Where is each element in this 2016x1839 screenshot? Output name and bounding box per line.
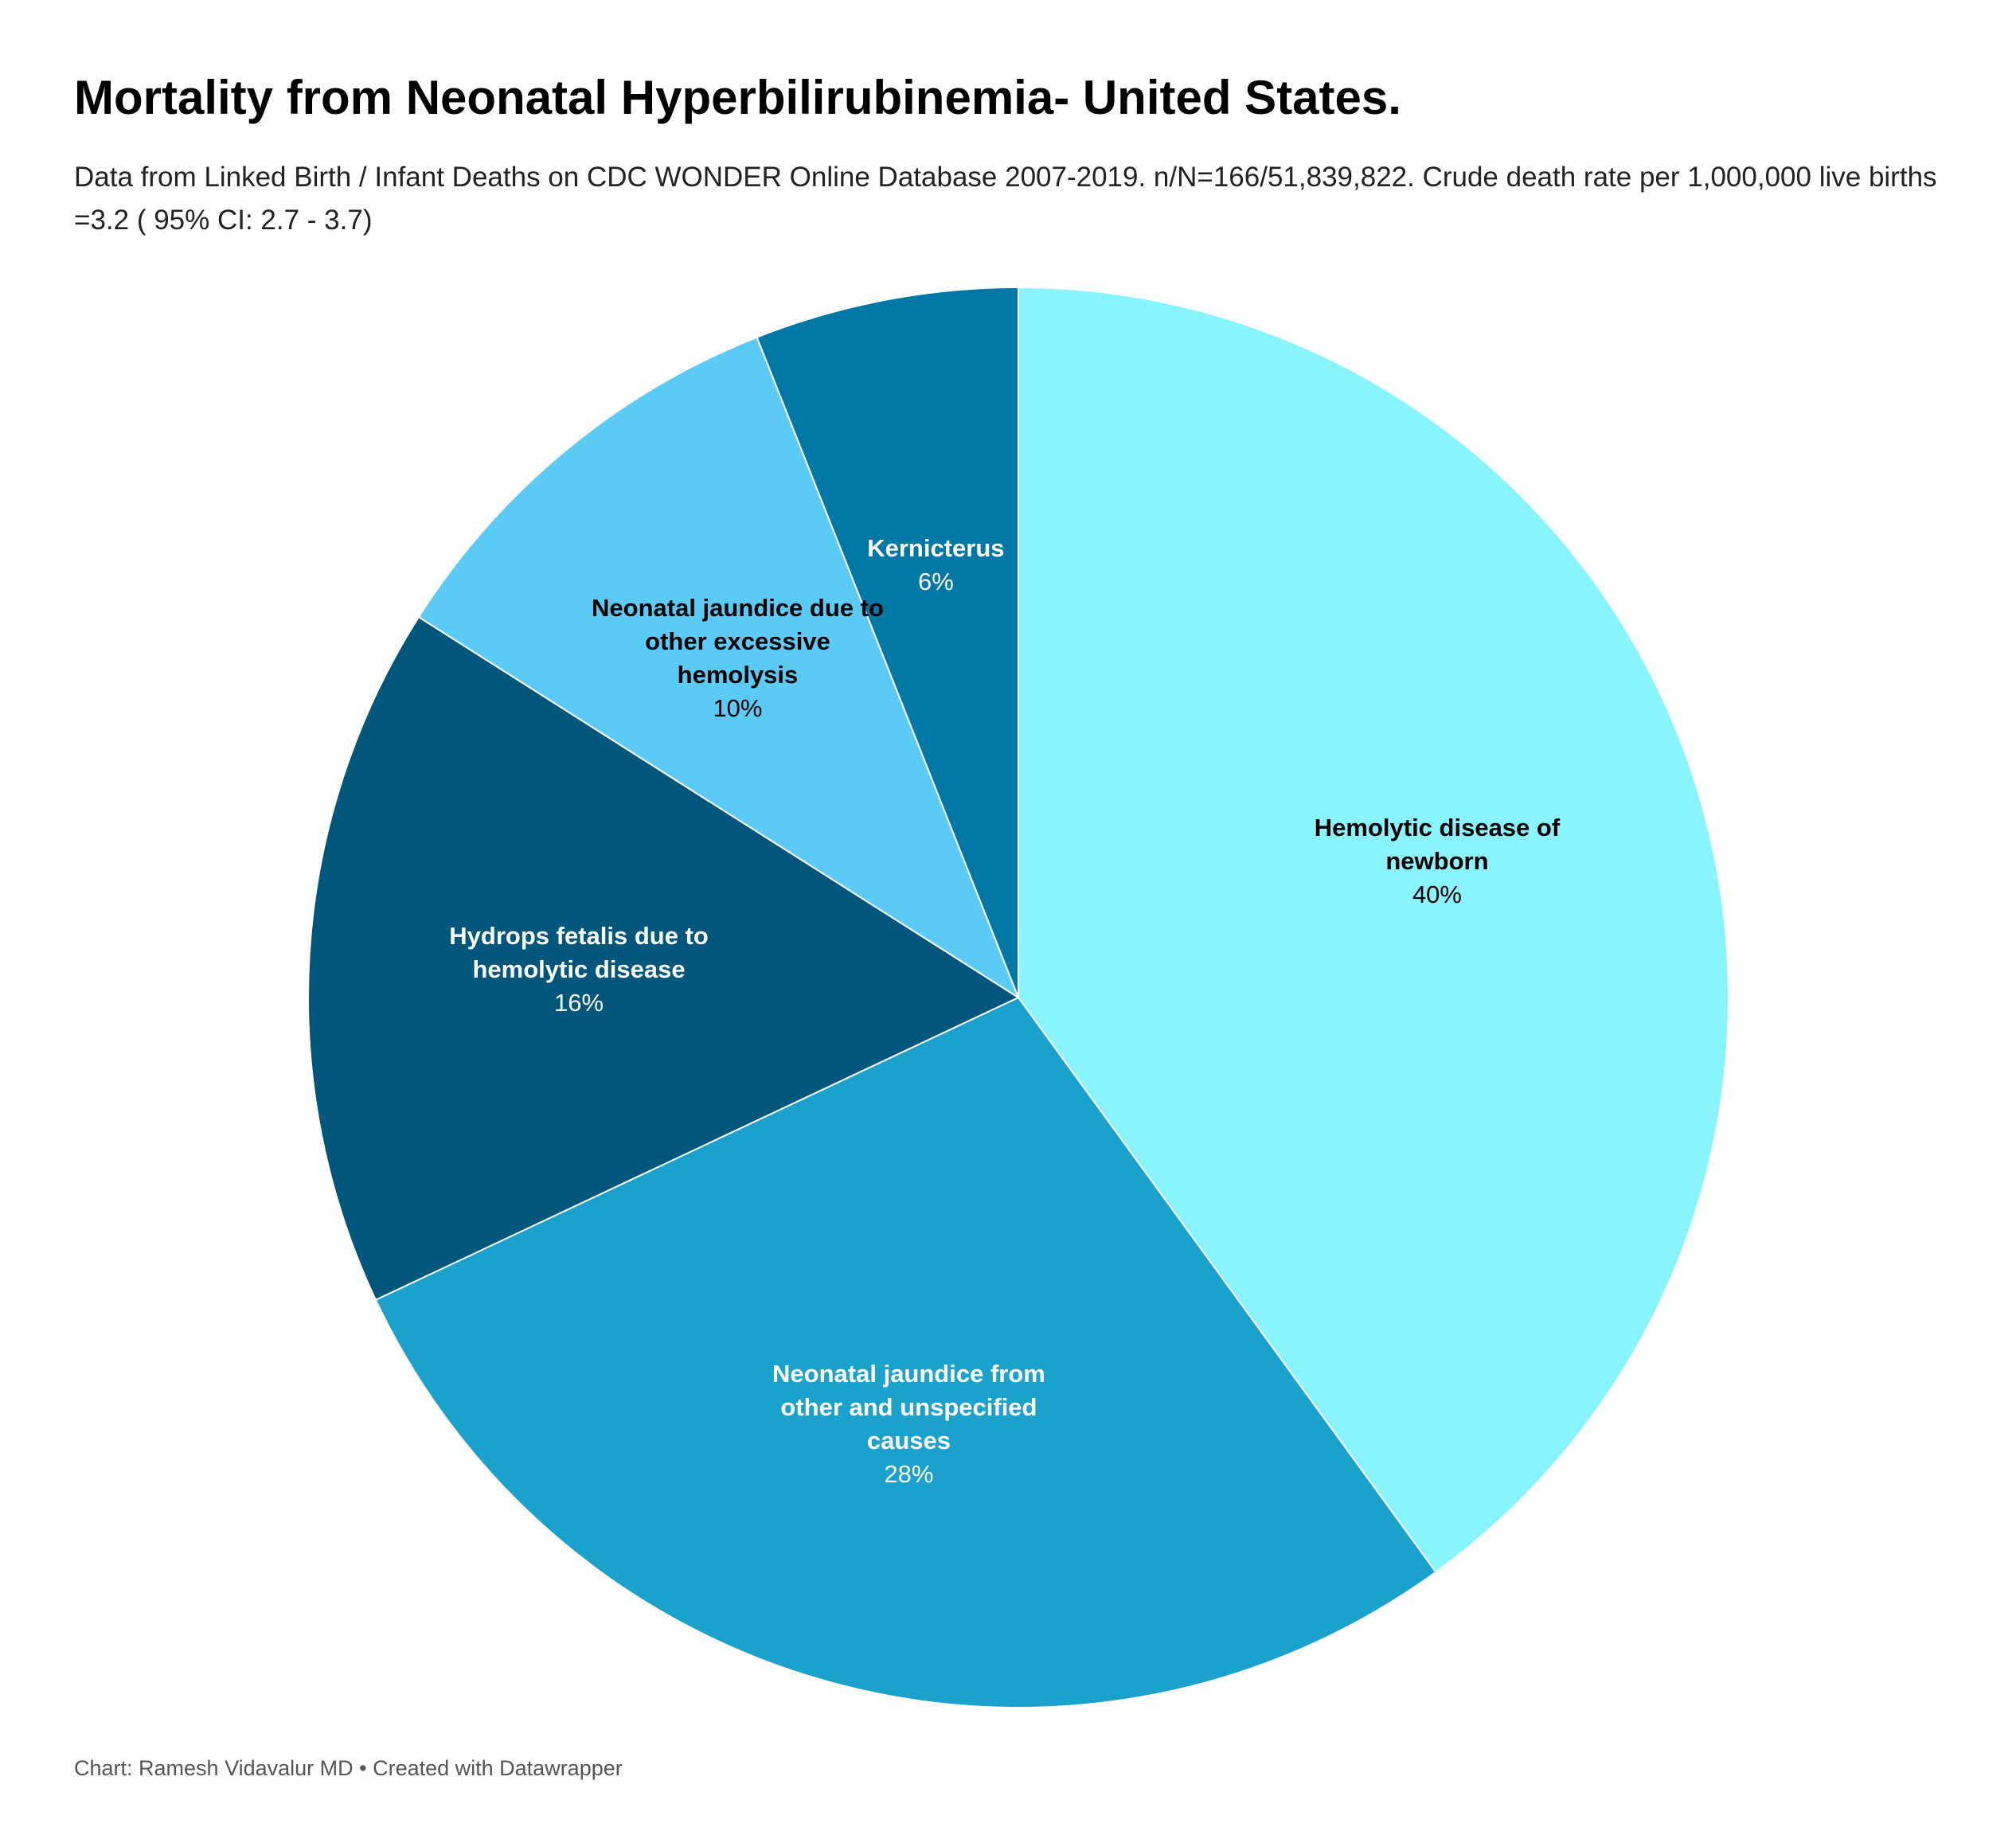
category-label: Neonatal jaundice due to other excessive… bbox=[592, 593, 884, 689]
value-label: 6% bbox=[917, 567, 954, 595]
chart-footer: Chart: Ramesh Vidavalur MD • Created wit… bbox=[74, 1756, 623, 1780]
value-label: 10% bbox=[713, 693, 763, 722]
chart-subtitle: Data from Linked Birth / Infant Deaths o… bbox=[74, 162, 1937, 236]
value-label: 28% bbox=[884, 1459, 934, 1488]
slice-label: Hemolytic disease of newborn 40% bbox=[1286, 811, 1588, 912]
pie-slice bbox=[1018, 286, 1729, 1574]
category-label: Neonatal jaundice from other and unspeci… bbox=[772, 1359, 1045, 1454]
slice-label: Kernicterus 6% bbox=[784, 532, 1087, 599]
category-label: Kernicterus bbox=[867, 533, 1005, 562]
pie-slice bbox=[417, 336, 1021, 1000]
value-label: 40% bbox=[1412, 880, 1462, 909]
slice-label: Neonatal jaundice due to other excessive… bbox=[586, 592, 889, 725]
slice-label: Hydrops fetalis due to hemolytic disease… bbox=[428, 920, 730, 1020]
slice-label: Neonatal jaundice from other and unspeci… bbox=[757, 1357, 1060, 1491]
pie-slice bbox=[374, 996, 1437, 1708]
pie-slice bbox=[307, 615, 1021, 1302]
pie-slice bbox=[756, 286, 1019, 998]
category-label: Hemolytic disease of newborn bbox=[1314, 814, 1561, 876]
category-label: Hydrops fetalis due to hemolytic disease bbox=[449, 922, 709, 984]
value-label: 16% bbox=[554, 989, 604, 1017]
chart-title: Mortality from Neonatal Hyperbilirubinem… bbox=[74, 71, 1401, 124]
